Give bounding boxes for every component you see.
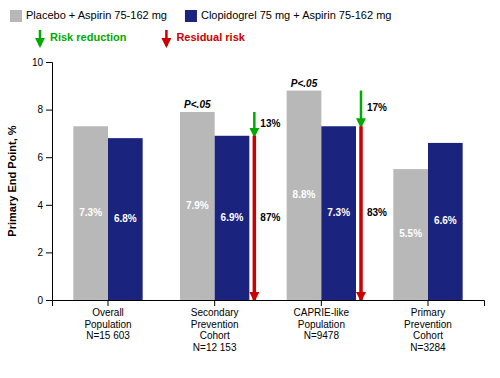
data-label: 6.9% bbox=[221, 212, 244, 223]
legend-item: Placebo + Aspirin 75-162 mg bbox=[10, 9, 167, 22]
tick-label: 10 bbox=[32, 57, 44, 68]
tick-label: 0 bbox=[37, 295, 43, 306]
tick-label: CAPRIE-likePopulationN=9478 bbox=[294, 307, 350, 341]
y-tick: 2 bbox=[37, 247, 52, 258]
tick-label-line: Prevention bbox=[404, 319, 452, 330]
legend-label: Clopidogrel 75 mg + Aspirin 75-162 mg bbox=[201, 9, 391, 21]
y-tick: 10 bbox=[32, 57, 52, 68]
chart: 0246810OverallPopulationN=15 603Secondar… bbox=[0, 0, 500, 378]
bar bbox=[428, 143, 463, 300]
legend-label: Placebo + Aspirin 75-162 mg bbox=[26, 9, 167, 21]
tick-label-line: N=12 153 bbox=[193, 342, 237, 353]
tick-mark bbox=[321, 300, 322, 306]
legend-item: Residual risk bbox=[166, 30, 245, 46]
y-tick: 6 bbox=[37, 152, 52, 163]
tick-label-line: Cohort bbox=[413, 330, 443, 341]
arrow bbox=[359, 126, 363, 300]
arrow-label: 83% bbox=[367, 207, 387, 218]
labels: 7.3% 7.9% 8.8% 5.5% 6.8% 6.9% 7.3% 6.6% P<.05 P<.… bbox=[79, 78, 457, 240]
tick-label-line: N=15 603 bbox=[86, 330, 130, 341]
x-tick: PrimaryPreventionCohortN=3284 bbox=[404, 300, 452, 353]
annotation: P<.05 bbox=[291, 78, 318, 89]
legend-arrow bbox=[39, 30, 42, 46]
tick-label: SecondaryPreventionCohortN=12 153 bbox=[191, 307, 239, 353]
tick-label-line: Overall bbox=[92, 307, 124, 318]
legend-item: Risk reduction bbox=[40, 30, 127, 46]
bar bbox=[73, 126, 108, 300]
legend-label: Risk reduction bbox=[50, 31, 127, 43]
x-tick: SecondaryPreventionCohortN=12 153 bbox=[191, 300, 239, 353]
tick-mark bbox=[214, 300, 215, 306]
legend-swatch bbox=[10, 10, 22, 22]
tick-label: OverallPopulationN=15 603 bbox=[84, 307, 131, 341]
tick-label-line: Population bbox=[84, 319, 131, 330]
tick-label-line: Primary bbox=[411, 307, 445, 318]
tick-label-line: N=3284 bbox=[410, 342, 446, 353]
arrow-label: 87% bbox=[260, 212, 280, 223]
tick-mark bbox=[46, 157, 52, 158]
legend-label: Residual risk bbox=[176, 31, 245, 43]
tick-label: 4 bbox=[37, 200, 43, 211]
bar bbox=[393, 169, 428, 300]
tick-mark bbox=[108, 300, 109, 306]
bar bbox=[108, 138, 143, 300]
y-tick: 4 bbox=[37, 200, 52, 211]
tick-mark bbox=[46, 300, 52, 301]
y-tick: 0 bbox=[37, 295, 52, 306]
arrow-label: 17% bbox=[367, 102, 387, 113]
y-axis: 0 2 4 6 8 10 bbox=[32, 57, 53, 306]
legend-arrow bbox=[165, 30, 168, 46]
bar bbox=[287, 91, 322, 300]
data-label: 6.8% bbox=[114, 213, 137, 224]
x-tick: OverallPopulationN=15 603 bbox=[84, 300, 131, 341]
x-axis: OverallPopulationN=15 603SecondaryPreven… bbox=[53, 300, 485, 353]
bar bbox=[180, 112, 215, 300]
plot: 0246810OverallPopulationN=15 603Secondar… bbox=[6, 57, 485, 353]
arrow bbox=[253, 136, 257, 300]
tick-label-line: N=9478 bbox=[304, 330, 340, 341]
arrow-label: 13% bbox=[260, 118, 280, 129]
arrow bbox=[253, 112, 256, 136]
data-label: 5.5% bbox=[399, 228, 422, 239]
tick-mark bbox=[46, 110, 52, 111]
tick-label: PrimaryPreventionCohortN=3284 bbox=[404, 307, 452, 353]
x-tick: CAPRIE-likePopulationN=9478 bbox=[294, 300, 350, 341]
legend: Placebo + Aspirin 75-162 mg Clopidogrel 7… bbox=[10, 9, 391, 46]
y-axis-title: Primary End Point, % bbox=[6, 125, 18, 236]
axis-line bbox=[46, 63, 53, 301]
tick-label-line: Cohort bbox=[200, 330, 230, 341]
tick-label-line: Population bbox=[298, 319, 345, 330]
tick-label-line: Secondary bbox=[191, 307, 239, 318]
tick-label-line: Prevention bbox=[191, 319, 239, 330]
y-tick: 8 bbox=[37, 104, 52, 115]
tick-mark bbox=[46, 205, 52, 206]
tick-label: 8 bbox=[37, 104, 43, 115]
data-label: 7.3% bbox=[327, 207, 350, 218]
data-label: 8.8% bbox=[293, 189, 316, 200]
bar bbox=[215, 136, 250, 300]
tick-label: 2 bbox=[37, 247, 43, 258]
legend-swatch bbox=[185, 10, 197, 22]
data-label: 7.3% bbox=[79, 207, 102, 218]
marks bbox=[73, 91, 462, 300]
tick-label: 6 bbox=[37, 152, 43, 163]
data-label: 6.6% bbox=[434, 215, 457, 226]
annotation: P<.05 bbox=[184, 99, 211, 110]
tick-label-line: CAPRIE-like bbox=[294, 307, 350, 318]
tick-mark bbox=[46, 252, 52, 253]
tick-mark bbox=[46, 62, 52, 63]
bar bbox=[321, 126, 356, 300]
legend-item: Clopidogrel 75 mg + Aspirin 75-162 mg bbox=[185, 9, 391, 22]
arrow bbox=[360, 91, 363, 127]
data-label: 7.9% bbox=[186, 200, 209, 211]
tick-mark bbox=[428, 300, 429, 306]
axis-line bbox=[53, 301, 485, 307]
